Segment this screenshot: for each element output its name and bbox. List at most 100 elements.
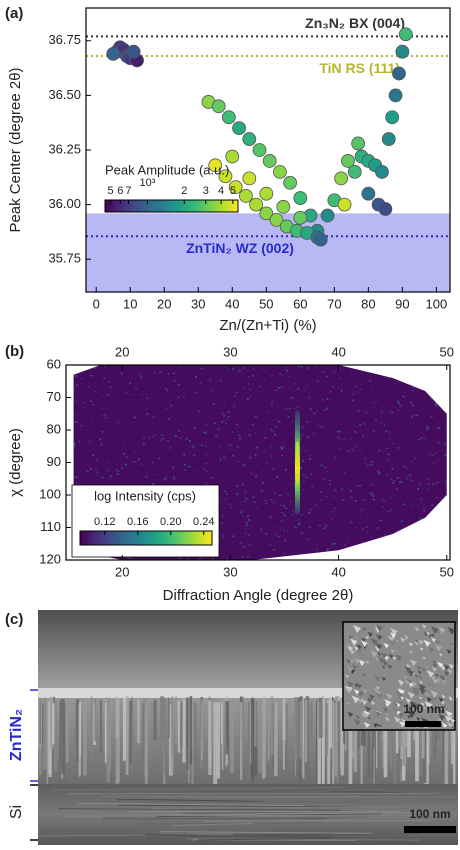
inset-grain <box>365 642 374 650</box>
colorbar-cell <box>184 200 188 212</box>
inset-grain <box>407 691 415 699</box>
sem-column <box>272 703 276 768</box>
noise-pixel <box>315 445 318 447</box>
sem-column <box>47 702 51 774</box>
noise-pixel <box>219 380 222 382</box>
noise-pixel <box>307 497 310 500</box>
noise-pixel <box>254 415 257 418</box>
inset-grain <box>408 642 413 647</box>
noise-pixel <box>312 506 315 508</box>
colorbar-cell <box>86 531 90 545</box>
noise-pixel <box>418 485 421 487</box>
colorbar-cell <box>122 200 126 212</box>
noise-pixel <box>437 426 440 429</box>
y-tick-label: 36.50 <box>48 87 81 102</box>
inset-grain <box>367 631 373 638</box>
noise-pixel <box>422 374 425 376</box>
noise-pixel <box>371 484 374 486</box>
noise-pixel <box>427 488 430 490</box>
noise-pixel <box>287 416 290 418</box>
noise-pixel <box>413 414 416 417</box>
noise-pixel <box>170 404 173 407</box>
noise-pixel <box>248 457 251 459</box>
noise-pixel <box>331 543 334 545</box>
noise-pixel <box>415 383 418 386</box>
noise-pixel <box>390 463 393 466</box>
sem-image: 100 nm 100 nm ZnTiN₂ Si (c) <box>5 610 458 845</box>
noise-pixel <box>242 367 245 369</box>
noise-pixel <box>219 458 222 461</box>
inset-grain <box>413 690 420 697</box>
noise-pixel <box>243 500 246 503</box>
sem-column <box>375 703 378 769</box>
noise-pixel <box>441 498 444 500</box>
noise-pixel <box>372 402 375 404</box>
noise-pixel <box>356 392 359 394</box>
noise-pixel <box>371 494 374 496</box>
noise-pixel <box>408 474 411 477</box>
sem-column <box>274 702 278 777</box>
sem-column <box>163 697 167 774</box>
inset-grain <box>364 705 372 713</box>
noise-pixel <box>364 457 367 460</box>
noise-pixel <box>397 382 400 384</box>
noise-pixel <box>420 498 423 500</box>
inset-grain <box>391 706 400 714</box>
noise-pixel <box>78 392 81 394</box>
noise-pixel <box>383 500 386 502</box>
noise-pixel <box>192 444 195 447</box>
noise-pixel <box>270 498 273 501</box>
noise-pixel <box>106 429 109 431</box>
noise-pixel <box>397 447 400 449</box>
noise-pixel <box>100 443 103 446</box>
inset-grain <box>417 639 424 646</box>
inset-grain <box>361 711 368 718</box>
noise-pixel <box>238 369 241 372</box>
noise-pixel <box>332 371 335 373</box>
noise-pixel <box>83 407 86 409</box>
data-point <box>276 199 291 214</box>
noise-pixel <box>425 441 428 444</box>
noise-pixel <box>138 373 141 375</box>
colorbar-cell <box>120 200 124 212</box>
sem-column <box>79 701 82 756</box>
noise-pixel <box>323 527 326 529</box>
noise-pixel <box>287 380 290 383</box>
noise-pixel <box>380 411 383 414</box>
inset-scale-label: 100 nm <box>403 702 444 716</box>
noise-pixel <box>271 468 274 470</box>
inset-grain <box>429 696 437 704</box>
inset-grain <box>365 635 370 640</box>
noise-pixel <box>183 479 186 481</box>
noise-pixel <box>380 421 383 424</box>
noise-pixel <box>117 470 120 473</box>
noise-pixel <box>239 501 242 504</box>
noise-pixel <box>88 440 91 443</box>
noise-pixel <box>151 483 154 485</box>
inset-grain <box>409 666 415 672</box>
noise-pixel <box>244 491 247 494</box>
inset-grain <box>440 700 445 705</box>
inset-grain <box>395 702 401 708</box>
noise-pixel <box>283 552 286 555</box>
sem-column <box>310 701 313 744</box>
sem-column <box>326 703 329 755</box>
colorbar-cell <box>142 200 146 212</box>
noise-pixel <box>397 400 400 403</box>
colorbar-tick-label: 0.20 <box>160 516 181 528</box>
colorbar-cell <box>124 200 128 212</box>
noise-pixel <box>323 478 326 480</box>
noise-pixel <box>392 482 395 484</box>
noise-pixel <box>243 546 246 548</box>
noise-pixel <box>231 431 234 434</box>
noise-pixel <box>223 456 226 459</box>
noise-pixel <box>221 412 224 415</box>
noise-pixel <box>406 477 409 480</box>
noise-pixel <box>215 435 218 438</box>
noise-pixel <box>411 384 414 387</box>
noise-pixel <box>74 463 77 465</box>
noise-pixel <box>69 513 71 515</box>
inset-grain <box>423 631 429 637</box>
noise-pixel <box>291 478 294 480</box>
noise-pixel <box>343 472 346 474</box>
